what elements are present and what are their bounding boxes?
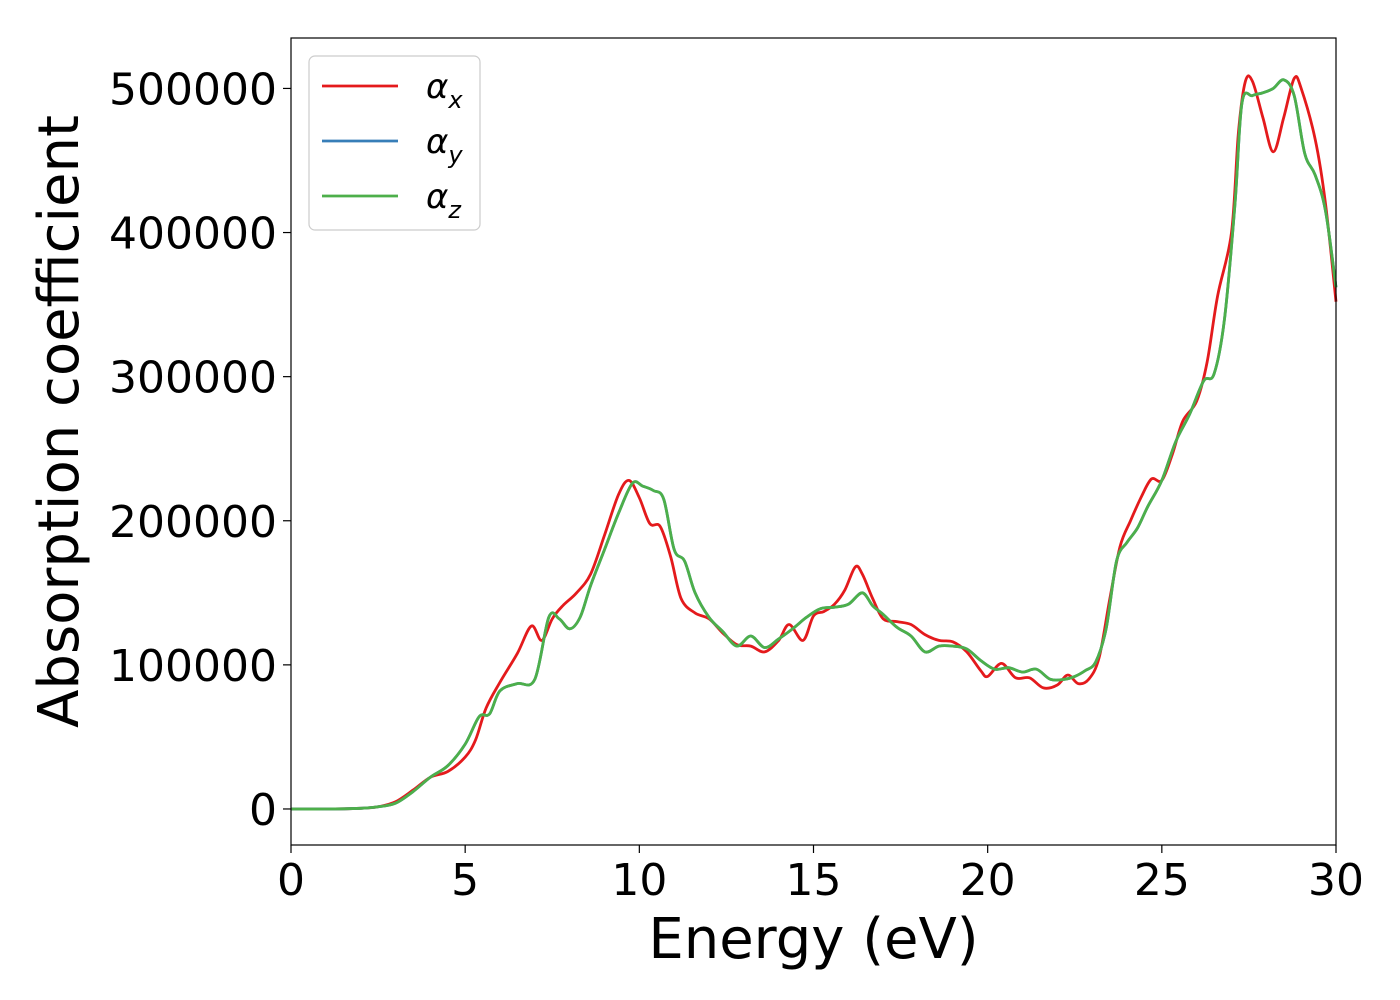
x-tick-label: 10 <box>611 855 667 906</box>
legend-label-x: αx <box>426 67 463 114</box>
x-tick-label: 15 <box>786 855 842 906</box>
legend-subscript: y <box>447 141 463 169</box>
x-axis-ticks: 0 5 10 15 20 25 30 <box>277 845 1364 906</box>
x-tick-label: 5 <box>451 855 479 906</box>
x-tick-label: 20 <box>960 855 1016 906</box>
x-tick-label: 0 <box>277 855 305 906</box>
y-tick-label: 0 <box>249 785 277 836</box>
legend-symbol: α <box>426 122 448 162</box>
y-tick-label: 300000 <box>109 353 277 404</box>
x-axis-label: Energy (eV) <box>648 907 978 972</box>
x-tick-label: 25 <box>1134 855 1190 906</box>
y-tick-label: 100000 <box>109 641 277 692</box>
legend-subscript: z <box>447 196 462 224</box>
x-tick-label: 30 <box>1308 855 1364 906</box>
legend-box <box>308 55 481 231</box>
legend-label-z: αz <box>426 177 462 224</box>
legend-symbol: α <box>426 177 448 217</box>
legend-symbol: α <box>426 67 448 107</box>
y-axis-ticks: 0 100000 200000 300000 400000 500000 <box>109 64 291 836</box>
y-tick-label: 200000 <box>109 497 277 548</box>
series-line-x <box>290 74 1338 811</box>
legend-subscript: x <box>447 86 463 114</box>
y-axis-label: Absorption coefficient <box>27 115 92 728</box>
series-layer <box>290 74 1338 811</box>
y-tick-label: 400000 <box>109 209 277 260</box>
legend-label-y: αy <box>426 122 463 169</box>
series-line-z <box>290 78 1338 811</box>
y-tick-label: 500000 <box>109 64 277 115</box>
